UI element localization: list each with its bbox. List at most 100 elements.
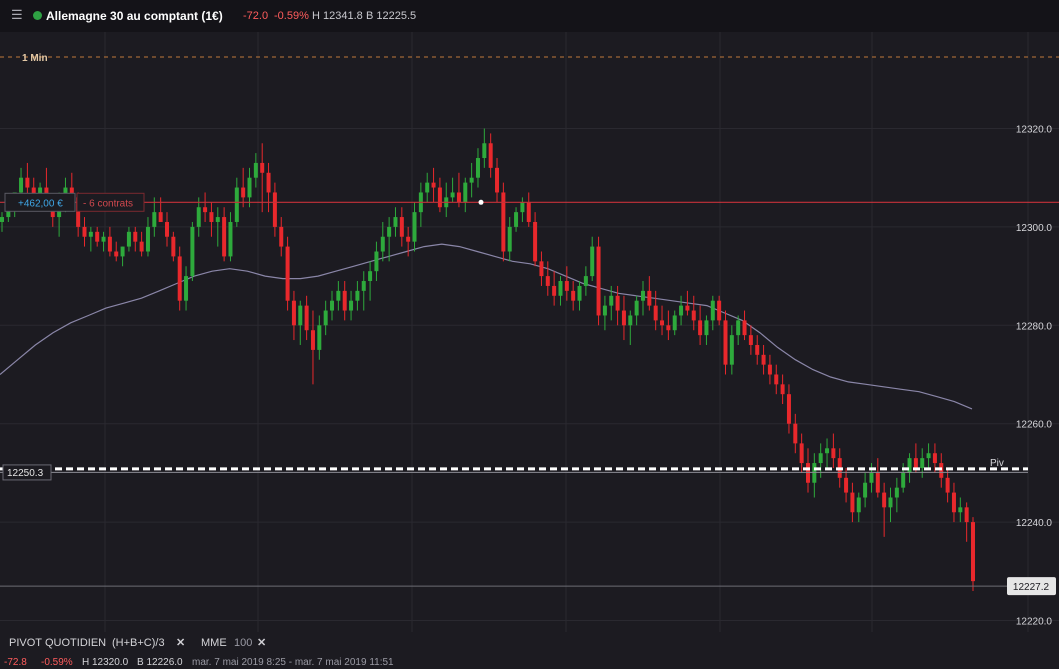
candle: [609, 285, 614, 321]
candle-body: [780, 384, 785, 395]
candle-body: [431, 182, 436, 188]
candle-body: [526, 202, 531, 222]
candle: [272, 182, 277, 237]
candle: [368, 261, 373, 301]
header-change-pct: -0.59%: [274, 10, 309, 22]
candle-body: [374, 251, 379, 272]
candle: [399, 207, 404, 247]
candle-body: [793, 423, 798, 444]
candle-body: [323, 310, 328, 326]
candle-body: [107, 236, 112, 252]
candle: [932, 443, 937, 473]
header-high: H 12341.8: [312, 10, 363, 22]
candle-body: [241, 187, 246, 198]
candle: [507, 217, 512, 262]
candle-body: [368, 271, 373, 282]
candle: [971, 517, 975, 591]
remove-ma-button[interactable]: ✕: [257, 637, 267, 649]
candle-body: [691, 310, 696, 321]
candle: [672, 310, 677, 336]
legend-change: -72.8: [4, 657, 27, 668]
candle-body: [158, 212, 163, 222]
candle: [799, 433, 804, 473]
last-price-tag: [1007, 577, 1056, 596]
candle: [767, 354, 772, 385]
candle: [355, 281, 360, 311]
candle-body: [583, 276, 588, 286]
candle: [704, 315, 709, 345]
candle-body: [920, 458, 925, 468]
header-change: -72.0: [243, 10, 269, 22]
candle-body: [539, 261, 544, 277]
candle-body: [939, 463, 944, 478]
candle: [748, 325, 753, 355]
last-price-label: 12227.2: [1013, 582, 1050, 593]
candle-body: [609, 295, 614, 306]
candle: [165, 212, 170, 247]
instrument-title[interactable]: Allemagne 30 au comptant (1€): [46, 9, 223, 23]
candle-body: [0, 217, 4, 222]
candle-body: [171, 236, 176, 257]
y-tick-label: 12320.0: [1016, 125, 1053, 136]
candle: [660, 305, 665, 336]
price-chart[interactable]: 1 Min 12320.0 12300.0 12280.0 12260.0 12240.…: [0, 32, 1059, 632]
candle: [920, 448, 925, 478]
candle-body: [520, 202, 525, 213]
candle: [291, 290, 296, 341]
candle: [152, 197, 157, 237]
candle-body: [285, 246, 290, 301]
candle: [571, 281, 576, 311]
candle-body: [203, 207, 208, 213]
candle: [247, 167, 252, 208]
candle: [209, 202, 214, 237]
candle: [520, 197, 525, 222]
candle: [621, 295, 626, 341]
hamburger-icon[interactable]: ☰: [11, 7, 23, 22]
candle-body: [247, 177, 252, 198]
candle-body: [126, 231, 131, 247]
candle: [653, 290, 658, 331]
candle-body: [856, 497, 861, 513]
candle: [501, 182, 506, 262]
candle: [850, 482, 855, 523]
market-status-dot: [33, 11, 42, 20]
candle: [666, 310, 671, 341]
candle-body: [698, 320, 703, 336]
candle: [418, 182, 423, 227]
legend-low: B 12226.0: [137, 657, 183, 668]
candle: [564, 266, 569, 301]
candle-body: [215, 217, 220, 222]
candle-body: [710, 300, 715, 321]
candle: [266, 162, 271, 213]
candle: [539, 251, 544, 286]
candle-body: [755, 344, 760, 355]
remove-pivot-button[interactable]: ✕: [176, 637, 186, 649]
candle: [596, 236, 601, 326]
candle-body: [266, 172, 271, 193]
moving-average-line: [0, 243, 973, 410]
ma-legend-period: 100: [234, 637, 253, 649]
y-tick-label: 12240.0: [1016, 518, 1053, 529]
candle-body: [355, 290, 360, 301]
candle: [406, 226, 411, 257]
legend-high: H 12320.0: [82, 657, 129, 668]
candle-body: [640, 290, 645, 301]
candle-body: [209, 212, 214, 222]
candle-body: [628, 315, 633, 326]
candle: [882, 482, 887, 537]
candle-body: [926, 453, 931, 459]
candle-body: [260, 162, 265, 173]
candle-body: [951, 492, 956, 513]
candle: [755, 335, 760, 365]
candle: [241, 167, 246, 208]
candle: [0, 212, 4, 232]
candle-body: [971, 522, 975, 582]
candle-body: [31, 187, 36, 198]
position-pnl: +462,00 €: [18, 198, 63, 209]
candle: [279, 217, 284, 257]
candle-body: [831, 448, 836, 459]
candle-body: [514, 212, 519, 227]
candle-body: [545, 276, 550, 286]
candle: [88, 226, 93, 252]
pivot-label: Piv: [990, 458, 1004, 469]
